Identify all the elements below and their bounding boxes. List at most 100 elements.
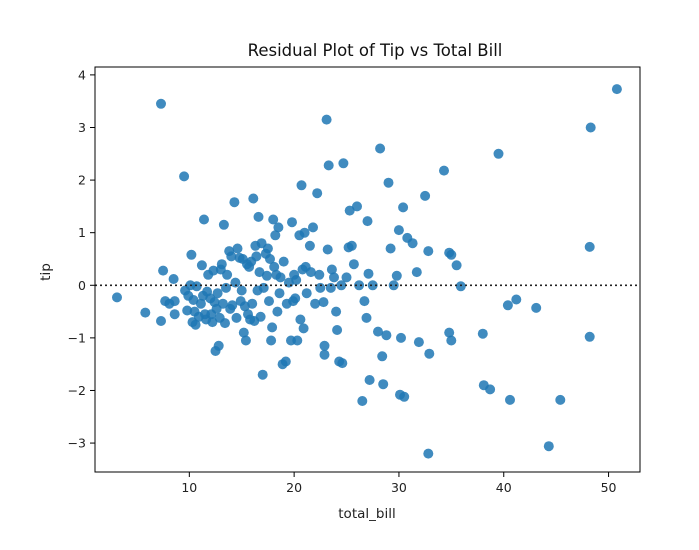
data-point <box>363 268 374 279</box>
data-point <box>477 328 488 339</box>
data-point <box>446 249 457 260</box>
data-point <box>226 251 237 262</box>
y-tick-label: −3 <box>68 436 86 451</box>
data-point <box>413 337 424 348</box>
data-point <box>158 265 169 276</box>
data-point <box>296 180 307 191</box>
data-point <box>584 331 595 342</box>
data-point <box>308 222 318 233</box>
data-point <box>266 335 277 346</box>
data-point <box>190 319 201 330</box>
data-point <box>156 98 166 109</box>
data-point <box>318 297 329 308</box>
data-points <box>112 84 622 459</box>
data-point <box>377 351 388 362</box>
data-point <box>344 205 355 216</box>
data-point <box>216 259 227 270</box>
data-point <box>354 280 365 291</box>
data-point <box>290 293 301 304</box>
data-point <box>375 143 386 154</box>
data-point <box>319 349 330 360</box>
data-point <box>254 267 265 278</box>
data-point <box>257 369 268 380</box>
data-point <box>236 285 247 296</box>
data-point <box>221 282 231 293</box>
data-point <box>264 296 274 307</box>
data-point <box>232 243 243 254</box>
y-tick-label: 1 <box>78 225 86 240</box>
data-point <box>272 306 283 317</box>
data-point <box>373 326 383 337</box>
data-point <box>274 288 285 299</box>
data-point <box>255 311 266 322</box>
data-point <box>391 270 402 281</box>
data-point <box>451 260 462 271</box>
y-tick-label: −2 <box>68 383 86 398</box>
data-point <box>305 267 316 278</box>
data-point <box>325 282 336 293</box>
data-point <box>338 158 349 169</box>
y-axis: −3 −2 −1 0 1 2 3 4 <box>68 67 95 451</box>
data-point <box>310 298 321 309</box>
data-point <box>385 243 396 254</box>
data-point <box>611 84 622 95</box>
data-point <box>398 202 409 213</box>
chart-title: Residual Plot of Tip vs Total Bill <box>248 41 503 60</box>
data-point <box>555 394 566 405</box>
data-point <box>326 264 337 275</box>
data-point <box>269 261 280 272</box>
data-point <box>275 272 286 283</box>
x-tick-label: 40 <box>496 480 512 495</box>
data-point <box>218 219 229 230</box>
data-point <box>227 300 238 311</box>
data-point <box>230 277 241 288</box>
data-point <box>195 298 206 309</box>
data-point <box>399 391 410 402</box>
data-point <box>196 260 207 271</box>
data-point <box>231 312 242 323</box>
data-point <box>287 217 297 228</box>
data-point <box>341 272 352 283</box>
data-point <box>291 275 302 285</box>
data-point <box>168 274 179 284</box>
data-point <box>357 396 368 406</box>
data-point <box>364 375 375 385</box>
data-point <box>329 272 339 283</box>
data-point <box>220 318 230 329</box>
data-point <box>299 227 310 238</box>
data-point <box>439 165 449 176</box>
y-axis-label: tip <box>38 263 54 281</box>
data-point <box>423 448 434 459</box>
data-point <box>267 322 278 333</box>
data-point <box>212 288 223 299</box>
data-point <box>301 288 312 299</box>
data-point <box>455 281 466 292</box>
data-point <box>278 256 289 267</box>
data-point <box>295 314 306 325</box>
data-point <box>247 298 258 309</box>
x-axis: 10 20 30 40 50 <box>181 472 617 495</box>
data-point <box>229 197 240 208</box>
data-point <box>505 394 515 405</box>
data-point <box>292 335 303 346</box>
data-point <box>502 300 513 311</box>
data-point <box>585 122 596 133</box>
data-point <box>319 340 330 351</box>
data-point <box>314 269 325 280</box>
data-point <box>156 316 166 326</box>
data-point <box>251 251 262 262</box>
data-point <box>361 312 372 323</box>
data-point <box>213 340 224 351</box>
data-point <box>511 294 522 305</box>
data-point <box>359 296 370 307</box>
data-point <box>253 211 264 222</box>
data-point <box>543 441 554 452</box>
data-point <box>348 259 359 270</box>
data-point <box>321 114 332 125</box>
data-point <box>346 240 357 251</box>
data-point <box>323 160 334 171</box>
data-point <box>332 325 343 335</box>
data-point <box>378 379 389 390</box>
data-point <box>383 177 394 188</box>
data-point <box>411 267 422 278</box>
